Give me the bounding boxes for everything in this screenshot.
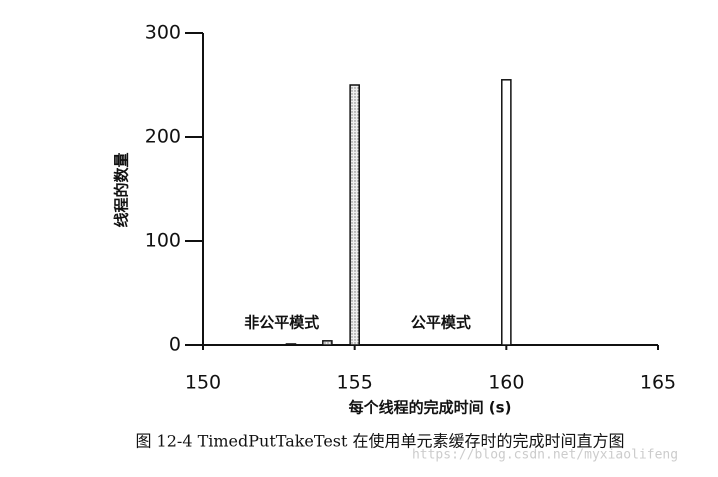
y-tick-label: 200 [145, 126, 181, 148]
bar [322, 340, 333, 346]
y-axis-label: 线程的数量 [113, 152, 131, 227]
chart-title: 图 12-4 TimedPutTakeTest 在使用单元素缓存时的完成时间直方… [135, 432, 624, 451]
bar [285, 343, 297, 346]
bar [501, 79, 512, 346]
bar [349, 84, 360, 346]
x-tick-label: 155 [337, 372, 373, 394]
x-tick-label: 150 [185, 372, 221, 394]
series-label: 公平模式 [411, 314, 471, 332]
x-axis-label: 每个线程的完成时间 (s) [349, 399, 512, 417]
y-tick-label: 300 [145, 22, 181, 44]
series-label: 非公平模式 [244, 314, 319, 332]
x-tick-label: 165 [640, 372, 676, 394]
x-tick-label: 160 [488, 372, 524, 394]
watermark: https://blog.csdn.net/myxiaolifeng [412, 448, 678, 463]
y-tick-label: 100 [145, 230, 181, 252]
y-tick-label: 0 [169, 334, 181, 356]
